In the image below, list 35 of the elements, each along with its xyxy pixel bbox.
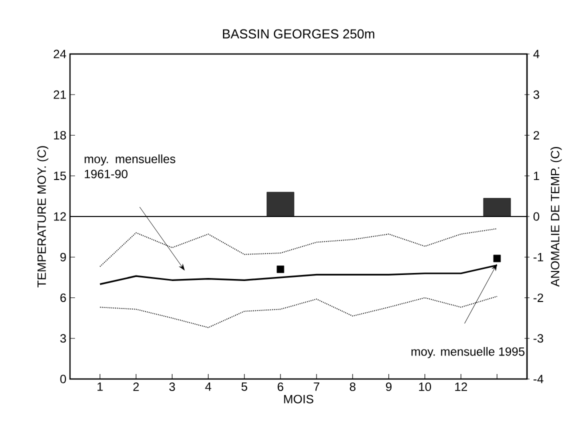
x-tick-label: 2: [133, 382, 139, 391]
x-tick-label: 3: [169, 382, 175, 392]
y2-axis-title: ANOMALIE DE TEMP. (C): [550, 147, 562, 287]
y-tick-label: 9: [60, 252, 66, 262]
x-tick-label: 8: [350, 382, 356, 392]
y2-tick-label: -3: [534, 334, 544, 343]
y-tick-label: 15: [54, 172, 66, 180]
annotation: moy. mensuelles 1961-90: [84, 154, 176, 178]
annotation: moy. mensuelle 1995: [412, 346, 524, 358]
x-tick-label: 5: [242, 382, 248, 391]
x-tick-label: 10: [419, 382, 432, 392]
x-axis-title: MOIS: [284, 394, 314, 404]
x-tick-label: 9: [386, 382, 392, 392]
y-tick-label: 12: [54, 212, 66, 221]
x-tick-label: 4: [205, 382, 212, 391]
y2-tick-label: 2: [534, 131, 540, 140]
y2-tick-label: -2: [534, 294, 544, 302]
y-tick-label: 24: [54, 50, 66, 58]
y-axis-title: TEMPERATURE MOY. (C): [37, 146, 48, 288]
y2-tick-label: -1: [534, 253, 544, 262]
x-tick-label: 12: [455, 382, 468, 391]
y2-tick-label: 4: [533, 50, 540, 58]
y-tick-label: 0: [60, 374, 66, 384]
y2-tick-label: -4: [534, 374, 544, 384]
y2-tick-label: 3: [533, 90, 540, 99]
y-tick-label: 21: [54, 90, 66, 99]
x-tick-label: 7: [314, 382, 320, 391]
y-tick-label: 6: [60, 294, 66, 302]
y2-tick-label: 0: [533, 212, 540, 221]
y-tick-label: 3: [60, 334, 66, 343]
y-tick-label: 18: [54, 131, 66, 140]
chart-title: BASSIN GEORGES 250m: [222, 29, 374, 38]
x-tick-label: 1: [98, 382, 103, 391]
y2-tick-label: 1: [534, 172, 540, 180]
x-tick-label: 6: [278, 382, 284, 392]
